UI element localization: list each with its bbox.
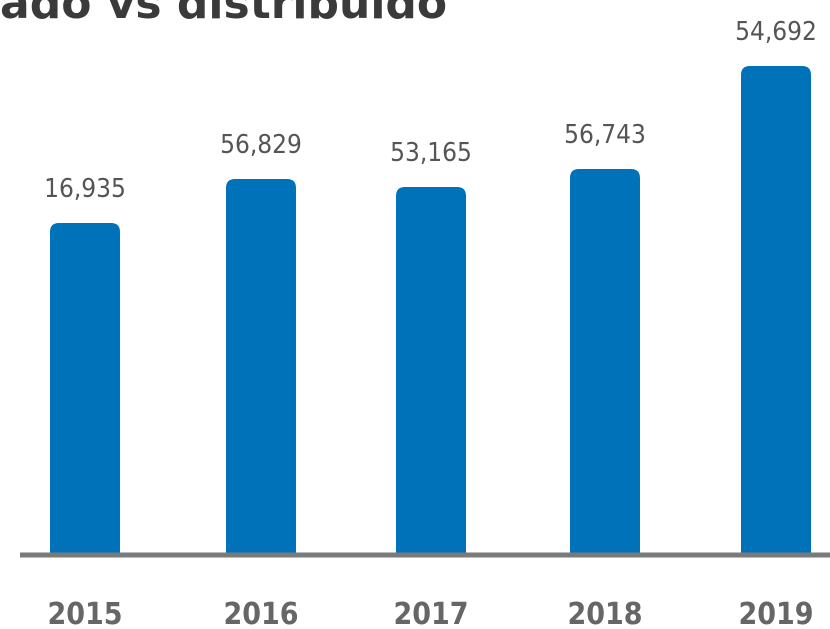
bar-2018 xyxy=(570,169,640,555)
bar-2017 xyxy=(396,187,466,555)
value-label-2017: 53,165 xyxy=(390,138,472,168)
bar-2016 xyxy=(226,179,296,555)
value-label-2015: 16,935 xyxy=(44,174,126,204)
bar-2015 xyxy=(50,223,120,555)
value-label-2018: 56,743 xyxy=(564,120,646,150)
x-tick-label-2018: 2018 xyxy=(567,597,642,629)
x-tick-label-2015: 2015 xyxy=(47,597,122,629)
value-label-2019: 54,692 xyxy=(735,17,817,47)
bar-2019 xyxy=(741,66,811,555)
x-tick-label-2019: 2019 xyxy=(738,597,813,629)
x-tick-label-2017: 2017 xyxy=(393,597,468,629)
value-label-2016: 56,829 xyxy=(220,130,302,160)
chart-title: ado vs distribuido xyxy=(0,0,448,29)
x-tick-label-2016: 2016 xyxy=(223,597,298,629)
